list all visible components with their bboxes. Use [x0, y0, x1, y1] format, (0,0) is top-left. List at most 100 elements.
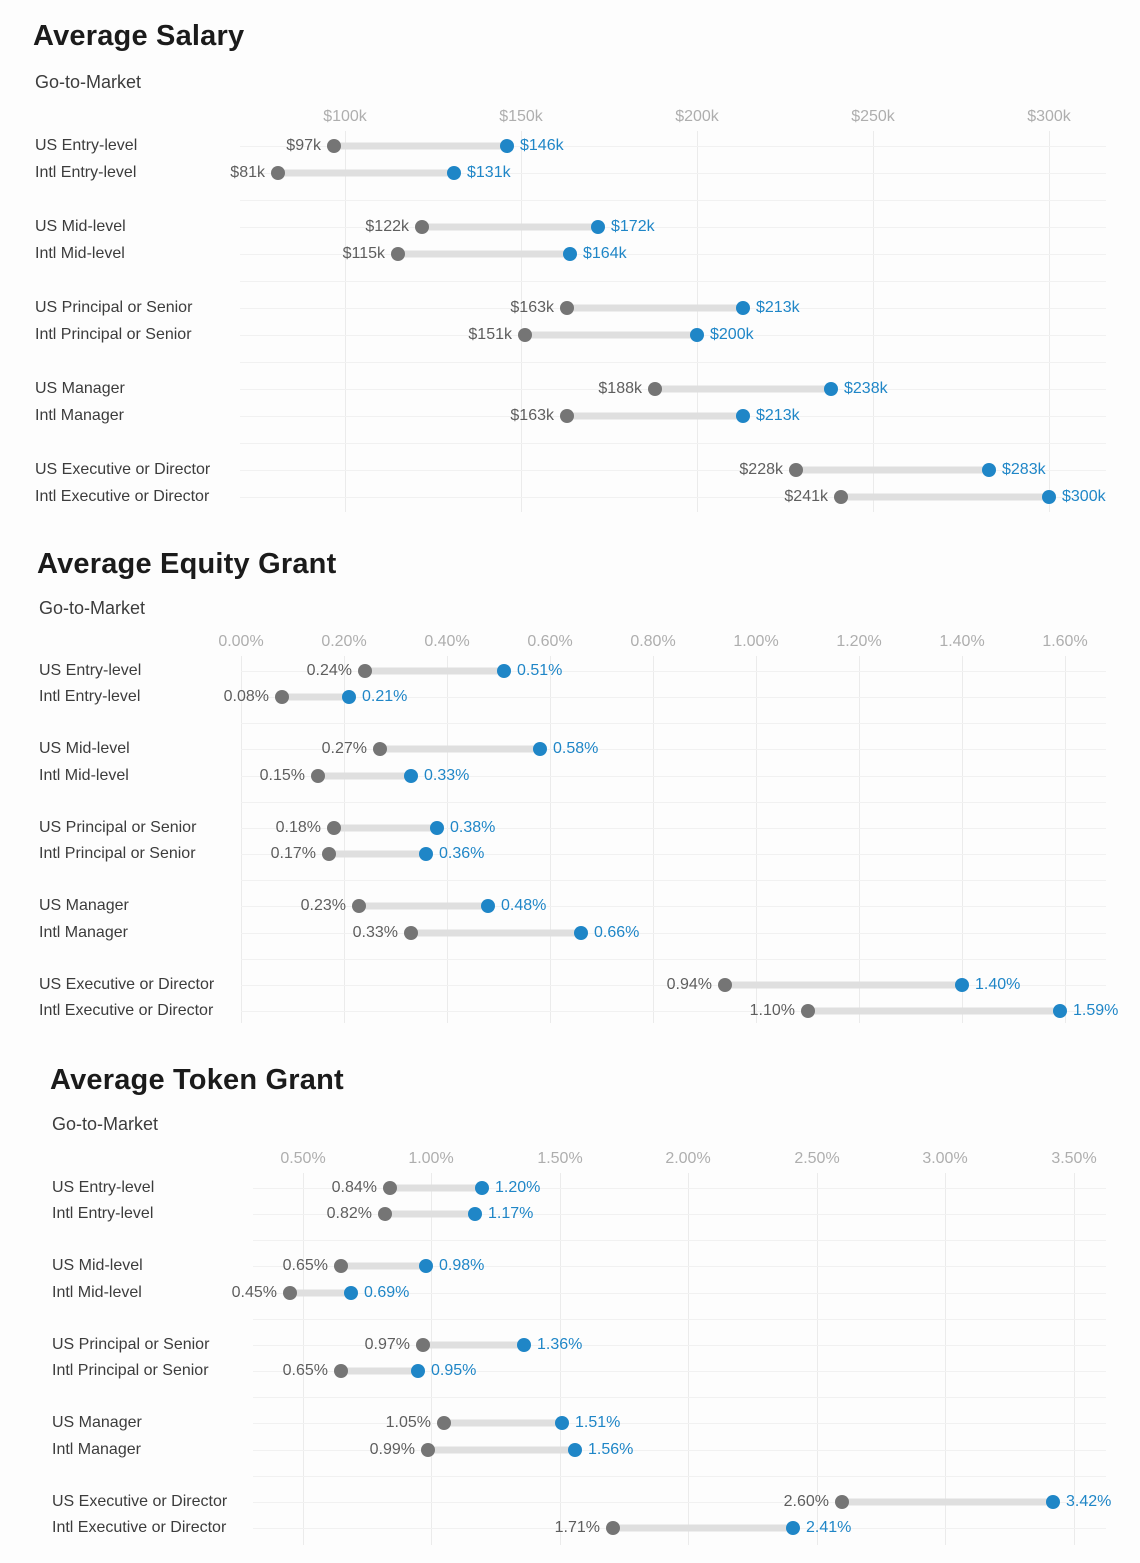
dumbbell-bar — [725, 981, 962, 989]
end-value-label: $283k — [1002, 461, 1046, 478]
dumbbell-bar — [444, 1419, 562, 1427]
end-value-label: 1.20% — [495, 1179, 541, 1196]
start-dot — [560, 301, 574, 315]
start-value-label: 1.05% — [385, 1414, 431, 1431]
end-value-label: $213k — [756, 299, 800, 316]
category-label: US Mid-level — [52, 1257, 143, 1274]
axis-gridline — [303, 1173, 304, 1545]
start-dot — [271, 166, 285, 180]
row-gridline — [241, 776, 1106, 777]
axis-gridline — [344, 656, 345, 1023]
end-dot — [1042, 490, 1056, 504]
category-label: Intl Executive or Director — [52, 1519, 227, 1536]
category-label: Intl Principal or Senior — [35, 326, 192, 343]
start-value-label: $97k — [286, 137, 321, 154]
axis-tick-label: 2.00% — [665, 1150, 711, 1167]
dumbbell-bar — [380, 745, 540, 753]
dumbbell-bar — [567, 412, 743, 420]
axis-gridline — [447, 656, 448, 1023]
axis-gridline — [241, 656, 242, 1023]
row-gridline — [253, 1319, 1106, 1320]
axis-gridline — [550, 656, 551, 1023]
start-value-label: 0.99% — [369, 1441, 415, 1458]
start-value-label: 0.84% — [331, 1179, 377, 1196]
end-value-label: 1.56% — [588, 1441, 634, 1458]
category-label: Intl Manager — [52, 1441, 141, 1458]
row-gridline — [241, 723, 1106, 724]
start-value-label: $151k — [468, 326, 512, 343]
row-gridline — [253, 1293, 1106, 1294]
row-gridline — [253, 1345, 1106, 1346]
dumbbell-bar — [423, 1341, 524, 1349]
axis-gridline — [653, 656, 654, 1023]
end-value-label: 0.48% — [501, 897, 547, 914]
end-value-label: 1.40% — [975, 976, 1021, 993]
row-gridline — [240, 443, 1106, 444]
start-dot — [358, 664, 372, 678]
axis-tick-label: 0.40% — [424, 633, 470, 650]
start-value-label: $241k — [784, 488, 828, 505]
axis-gridline — [859, 656, 860, 1023]
end-value-label: 0.69% — [364, 1284, 410, 1301]
dumbbell-bar — [341, 1262, 426, 1270]
end-dot — [786, 1521, 800, 1535]
start-value-label: 0.33% — [352, 924, 398, 941]
category-label: Intl Mid-level — [35, 245, 125, 262]
row-gridline — [240, 470, 1106, 471]
row-gridline — [253, 1502, 1106, 1503]
end-dot — [690, 328, 704, 342]
start-dot — [789, 463, 803, 477]
start-dot — [518, 328, 532, 342]
start-value-label: 0.18% — [275, 819, 321, 836]
axis-tick-label: 1.00% — [733, 633, 779, 650]
start-dot — [378, 1207, 392, 1221]
axis-gridline — [945, 1173, 946, 1545]
dumbbell-bar — [525, 331, 697, 339]
start-value-label: 0.24% — [306, 662, 352, 679]
end-value-label: 1.17% — [488, 1205, 534, 1222]
axis-tick-label: 0.50% — [280, 1150, 326, 1167]
axis-tick-label: 0.60% — [527, 633, 573, 650]
end-dot — [533, 742, 547, 756]
start-value-label: 0.23% — [300, 897, 346, 914]
row-gridline — [253, 1214, 1106, 1215]
end-dot — [736, 301, 750, 315]
axis-gridline — [345, 131, 346, 512]
category-label: Intl Manager — [35, 407, 124, 424]
end-value-label: 0.66% — [594, 924, 640, 941]
category-label: Intl Executive or Director — [39, 1002, 214, 1019]
dumbbell-bar — [341, 1367, 418, 1375]
dumbbell-bar — [808, 1007, 1060, 1015]
row-gridline — [241, 906, 1106, 907]
end-dot — [419, 847, 433, 861]
axis-gridline — [1074, 1173, 1075, 1545]
end-dot — [955, 978, 969, 992]
end-dot — [517, 1338, 531, 1352]
category-label: Intl Mid-level — [39, 767, 129, 784]
start-value-label: $188k — [598, 380, 642, 397]
end-value-label: $131k — [467, 164, 511, 181]
dumbbell-bar — [841, 493, 1049, 501]
end-dot — [591, 220, 605, 234]
axis-tick-label: 1.00% — [408, 1150, 454, 1167]
axis-tick-label: $300k — [1027, 108, 1071, 125]
end-dot — [563, 247, 577, 261]
start-dot — [718, 978, 732, 992]
category-label: US Executive or Director — [35, 461, 211, 478]
start-dot — [311, 769, 325, 783]
end-dot — [1046, 1495, 1060, 1509]
axis-tick-label: $200k — [675, 108, 719, 125]
axis-tick-label: 2.50% — [794, 1150, 840, 1167]
end-value-label: $238k — [844, 380, 888, 397]
dumbbell-bar — [329, 850, 426, 858]
row-gridline — [240, 362, 1106, 363]
end-value-label: $213k — [756, 407, 800, 424]
chart-title-average-salary: Average Salary — [33, 20, 245, 52]
end-dot — [1053, 1004, 1067, 1018]
axis-tick-label: $250k — [851, 108, 895, 125]
dumbbell-bar — [655, 385, 831, 393]
axis-tick-label: 0.00% — [218, 633, 264, 650]
dumbbell-bar — [278, 169, 454, 177]
dumbbell-bar — [411, 929, 581, 937]
start-dot — [606, 1521, 620, 1535]
